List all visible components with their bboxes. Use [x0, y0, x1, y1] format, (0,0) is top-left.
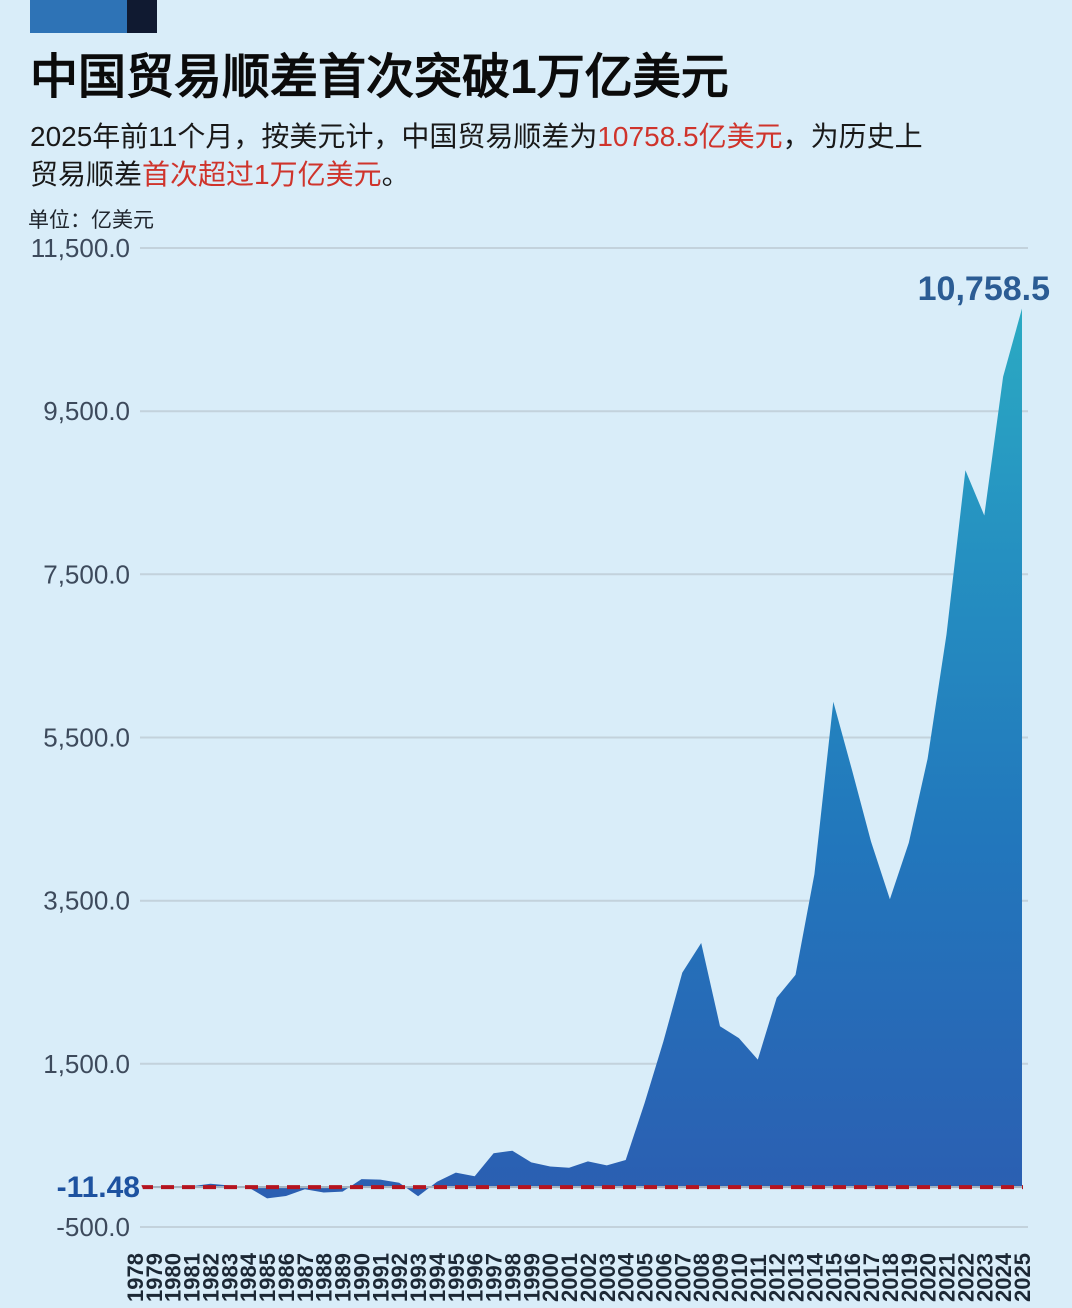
x-axis-tick-label: 2022 — [953, 1253, 978, 1302]
x-axis-tick-label: 1993 — [406, 1253, 431, 1302]
x-axis-tick-label: 2019 — [897, 1253, 922, 1302]
x-axis-tick-label: 2015 — [821, 1253, 846, 1302]
x-axis-tick-label: 2000 — [538, 1253, 563, 1302]
y-axis-tick-label: 1,500.0 — [43, 1049, 130, 1079]
x-axis-tick-label: 2011 — [746, 1254, 771, 1302]
x-axis-tick-label: 1984 — [236, 1252, 261, 1302]
subtitle-text-2: ，为历史上 — [782, 121, 923, 152]
x-axis-tick-label: 1994 — [425, 1252, 450, 1302]
x-axis-tick-label: 1991 — [368, 1253, 393, 1302]
subtitle-text-3: 贸易顺差 — [30, 159, 143, 190]
x-axis-tick-label: 2004 — [614, 1252, 639, 1302]
x-axis-tick-label: 2003 — [595, 1253, 620, 1302]
subtitle-text-1: 2025年前11个月，按美元计，中国贸易顺差为 — [30, 121, 598, 152]
x-axis-tick-label: 2001 — [557, 1253, 582, 1302]
x-axis-tick-label: 2018 — [878, 1253, 903, 1302]
x-axis-tick-label: 1990 — [350, 1253, 375, 1302]
x-axis-tick-label: 2013 — [784, 1253, 809, 1302]
peak-value-label: 10,758.5 — [918, 270, 1050, 308]
logo-blue-block — [30, 0, 127, 33]
y-axis-tick-label: 5,500.0 — [43, 723, 130, 753]
x-axis-tick-label: 2012 — [765, 1253, 790, 1302]
x-axis-tick-label: 1998 — [500, 1253, 525, 1302]
x-axis-tick-label: 2021 — [935, 1253, 960, 1302]
x-axis-tick-label: 1986 — [274, 1253, 299, 1302]
page-title: 中国贸易顺差首次突破1万亿美元 — [30, 51, 729, 104]
y-axis-tick-label: 9,500.0 — [43, 396, 130, 426]
x-axis-tick-label: 2024 — [991, 1252, 1016, 1302]
x-axis-tick-label: 2025 — [1010, 1253, 1035, 1302]
x-axis-tick-label: 1989 — [331, 1253, 356, 1302]
x-axis-tick-label: 2016 — [840, 1253, 865, 1302]
logo-navy-block — [127, 0, 157, 33]
subtitle-text-4: 。 — [381, 159, 410, 190]
chart-subtitle: 2025年前11个月，按美元计，中国贸易顺差为10758.5亿美元，为历史上贸易… — [30, 118, 923, 194]
x-axis-tick-label: 1985 — [255, 1253, 280, 1302]
trade-surplus-area-series — [135, 308, 1022, 1199]
x-axis-tick-label: 1979 — [142, 1253, 167, 1302]
y-axis-tick-label: -500.0 — [56, 1212, 130, 1242]
x-axis-tick-label: 1983 — [217, 1253, 242, 1302]
x-axis-tick-label: 2008 — [689, 1253, 714, 1302]
x-axis-tick-label: 2006 — [651, 1253, 676, 1302]
x-axis-tick-label: 1978 — [123, 1253, 148, 1302]
y-axis-tick-label: 3,500.0 — [43, 886, 130, 916]
y-axis-tick-label: 7,500.0 — [43, 559, 130, 589]
reference-value-label: -11.48 — [57, 1171, 140, 1204]
subtitle-highlight-value: 10758.5亿美元 — [597, 121, 783, 152]
x-axis-tick-label: 1988 — [312, 1253, 337, 1302]
x-axis-tick-label: 2014 — [802, 1252, 827, 1302]
x-axis-tick-label: 1999 — [519, 1253, 544, 1302]
unit-label: 单位：亿美元 — [28, 209, 154, 232]
x-axis-tick-label: 2010 — [727, 1253, 752, 1302]
x-axis-tick-label: 2017 — [859, 1253, 884, 1302]
x-axis-tick-label: 2005 — [633, 1253, 658, 1302]
x-axis-tick-label: 1997 — [482, 1253, 507, 1302]
x-axis-tick-label: 2020 — [916, 1253, 941, 1302]
x-axis-tick-label: 1980 — [161, 1253, 186, 1302]
x-axis-tick-label: 2007 — [670, 1253, 695, 1302]
x-axis-tick-label: 2002 — [576, 1253, 601, 1302]
x-axis-tick-label: 1996 — [463, 1253, 488, 1302]
subtitle-highlight-phrase: 首次超过1万亿美元 — [142, 159, 382, 190]
x-axis-tick-label: 1987 — [293, 1253, 318, 1302]
x-axis-tick-label: 1992 — [387, 1253, 412, 1302]
x-axis-tick-label: 1995 — [444, 1253, 469, 1302]
x-axis-tick-label: 2009 — [708, 1253, 733, 1302]
x-axis-tick-label: 2023 — [972, 1253, 997, 1302]
x-axis-tick-label: 1982 — [199, 1253, 224, 1302]
y-axis-tick-label: 11,500.0 — [31, 233, 130, 263]
x-axis-tick-label: 1981 — [180, 1253, 205, 1302]
